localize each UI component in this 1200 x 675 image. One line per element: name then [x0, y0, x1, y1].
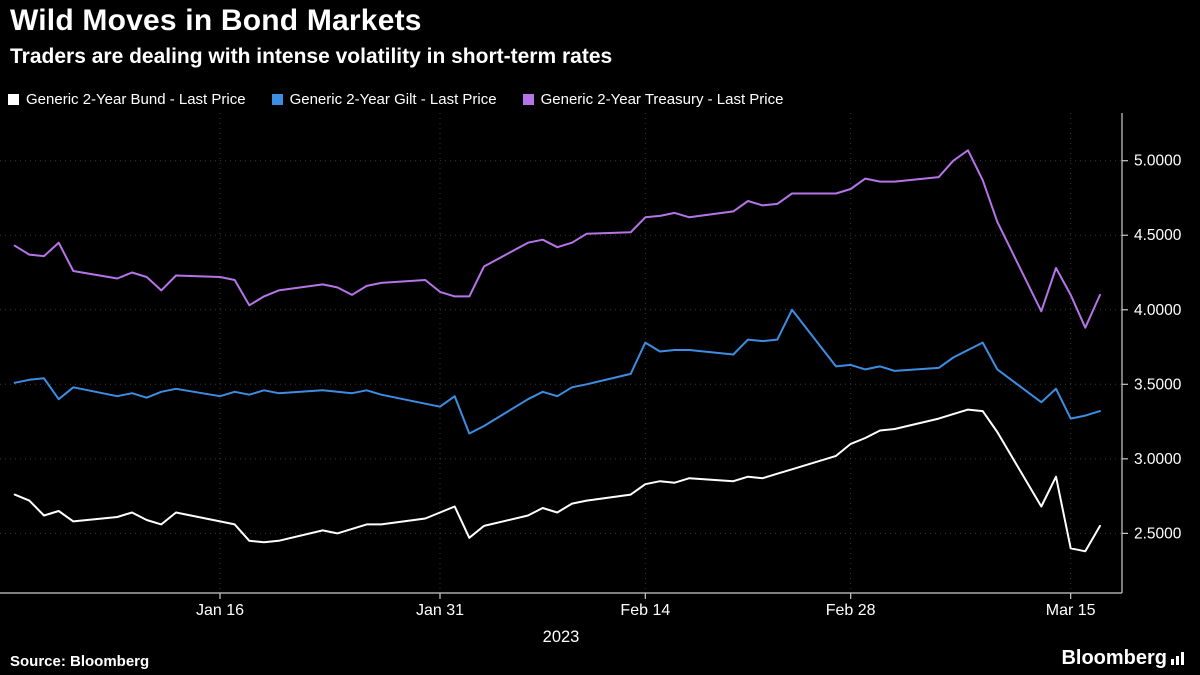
- x-tick-label: Mar 15: [1046, 602, 1096, 619]
- legend-item-treasury: Generic 2-Year Treasury - Last Price: [522, 91, 784, 108]
- y-tick-label: 3.0000: [1134, 451, 1182, 468]
- y-tick-label: 5.0000: [1134, 153, 1182, 170]
- series-line-1: [13, 308, 1101, 435]
- x-tick-label: Feb 28: [826, 602, 876, 619]
- chart-title: Wild Moves in Bond Markets: [10, 4, 422, 37]
- y-tick-label: 3.5000: [1134, 376, 1182, 393]
- legend-swatch-gilt-icon: [271, 94, 283, 105]
- legend-swatch-bund-icon: [8, 94, 19, 105]
- legend-item-bund: Generic 2-Year Bund - Last Price: [8, 91, 246, 108]
- axis-labels: Jan 16 Jan 31 Feb 14 Feb 28 Mar 15 2.5000 3.00…: [196, 153, 1182, 646]
- legend-label-bund: Generic 2-Year Bund - Last Price: [26, 91, 246, 108]
- legend: Generic 2-Year Bund - Last Price Generic…: [8, 91, 783, 108]
- x-tick-label: Jan 31: [416, 602, 464, 619]
- bloomberg-logo-text: Bloomberg: [1061, 647, 1167, 669]
- legend-item-gilt: Generic 2-Year Gilt - Last Price: [271, 91, 497, 108]
- y-tick-label: 4.5000: [1134, 227, 1182, 244]
- chart-subtitle: Traders are dealing with intense volatil…: [10, 45, 613, 68]
- bloomberg-logo-bars-icon: [1171, 652, 1184, 665]
- legend-label-treasury: Generic 2-Year Treasury - Last Price: [540, 91, 784, 108]
- series-line-2: [13, 149, 1101, 329]
- plot-container: Jan 16 Jan 31 Feb 14 Feb 28 Mar 15 2.5000 3.00…: [0, 108, 1200, 653]
- axes: [0, 113, 1128, 599]
- legend-label-gilt: Generic 2-Year Gilt - Last Price: [289, 91, 497, 108]
- source-label: Source: Bloomberg: [10, 653, 150, 670]
- series-line-0: [13, 408, 1101, 553]
- x-tick-label: Feb 14: [620, 602, 670, 619]
- x-tick-label: Jan 16: [196, 602, 244, 619]
- bloomberg-logo: Bloomberg: [1061, 647, 1184, 670]
- legend-swatch-treasury-icon: [522, 94, 534, 105]
- grid-lines: [0, 113, 1122, 593]
- y-tick-label: 4.0000: [1134, 302, 1182, 319]
- x-axis-year-label: 2023: [543, 628, 580, 646]
- y-tick-label: 2.5000: [1134, 525, 1182, 542]
- plot-area: Jan 16 Jan 31 Feb 14 Feb 28 Mar 15 2.5000 3.00…: [0, 113, 1182, 646]
